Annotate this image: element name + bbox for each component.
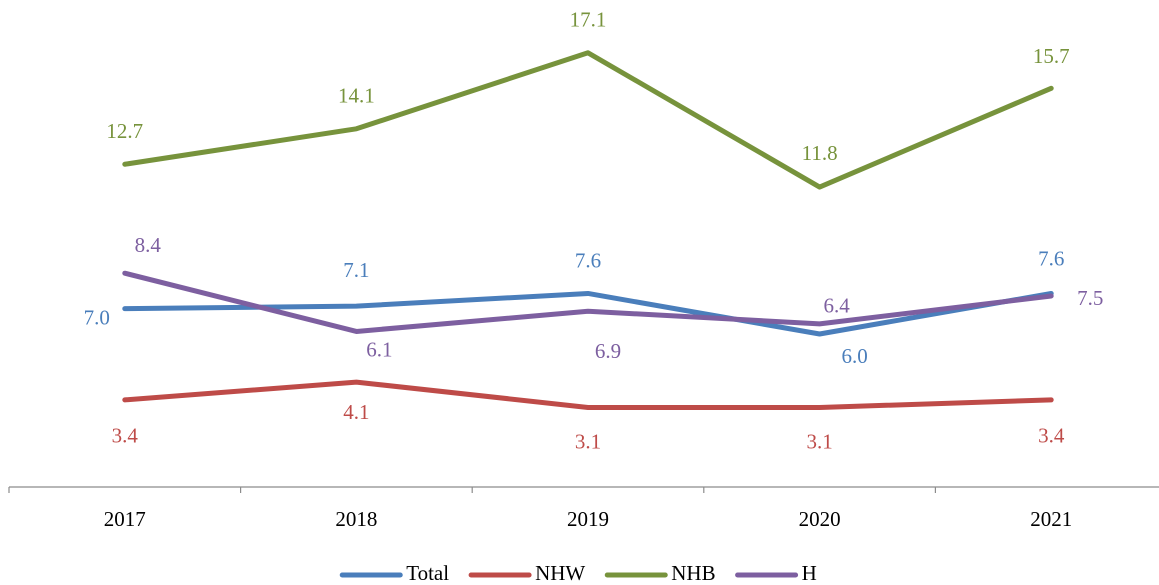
data-label: 7.5 bbox=[1077, 286, 1103, 310]
data-label: 11.8 bbox=[802, 141, 838, 165]
x-tick-label: 2018 bbox=[335, 507, 377, 531]
data-label: 3.4 bbox=[112, 424, 139, 448]
data-label: 7.6 bbox=[1038, 246, 1064, 270]
data-label: 15.7 bbox=[1033, 44, 1070, 68]
x-tick-label: 2021 bbox=[1030, 507, 1072, 531]
data-label: 6.4 bbox=[823, 294, 850, 318]
series-line bbox=[122, 290, 1054, 337]
data-label: 3.1 bbox=[575, 429, 601, 453]
series-line bbox=[122, 270, 1054, 334]
data-label: 12.7 bbox=[106, 119, 143, 143]
data-label: 3.1 bbox=[806, 429, 832, 453]
series-line bbox=[122, 379, 1054, 410]
data-label: 6.1 bbox=[366, 337, 392, 361]
data-label: 7.6 bbox=[575, 248, 601, 272]
legend-label: NHB bbox=[671, 561, 715, 585]
data-label: 7.1 bbox=[343, 258, 369, 282]
legend-label: Total bbox=[406, 561, 449, 585]
legend-label: H bbox=[802, 561, 817, 585]
x-tick-label: 2017 bbox=[104, 507, 146, 531]
data-label: 14.1 bbox=[338, 84, 375, 108]
x-tick-label: 2020 bbox=[799, 507, 841, 531]
data-label: 3.4 bbox=[1038, 424, 1065, 448]
legend-label: NHW bbox=[535, 561, 585, 585]
data-label: 8.4 bbox=[135, 233, 162, 257]
data-label: 17.1 bbox=[570, 8, 607, 32]
data-label: 6.0 bbox=[841, 344, 867, 368]
series-line bbox=[122, 50, 1054, 190]
data-label: 7.0 bbox=[84, 305, 110, 329]
x-tick-label: 2019 bbox=[567, 507, 609, 531]
data-label: 4.1 bbox=[343, 400, 369, 424]
data-label: 6.9 bbox=[595, 339, 621, 363]
